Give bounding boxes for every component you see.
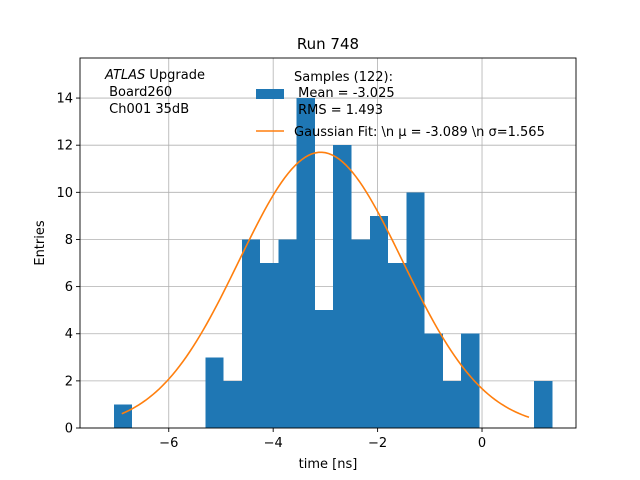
histogram-bar	[369, 215, 389, 428]
y-tick-label: 2	[65, 374, 73, 389]
annotation-board: Board260	[105, 85, 172, 100]
y-tick-label: 10	[56, 186, 73, 201]
y-tick-label: 14	[56, 92, 73, 107]
y-tick-label: 6	[65, 280, 73, 295]
histogram-bar	[241, 239, 261, 428]
histogram-bar	[388, 263, 407, 428]
legend-histogram-label: Samples (122):	[294, 70, 393, 85]
histogram-bar	[296, 98, 315, 429]
histogram-bar	[314, 310, 334, 428]
annotation-channel: Ch001 35dB	[105, 102, 189, 117]
y-tick-label: 8	[65, 233, 73, 248]
y-tick-label: 0	[65, 422, 73, 437]
histogram-bar	[534, 380, 553, 428]
x-tick-label: −4	[264, 436, 283, 451]
histogram-bar	[333, 145, 352, 428]
histogram-bar	[113, 404, 133, 428]
legend-fit-label: Gaussian Fit: \n μ = -3.089 \n σ=1.565	[294, 125, 545, 140]
histogram-bars	[113, 98, 553, 429]
x-tick-label: −6	[159, 436, 178, 451]
annotation-upgrade: Upgrade	[145, 68, 205, 83]
gaussian-fit-curve	[121, 151, 530, 419]
annotation-experiment: ATLAS	[104, 68, 145, 83]
legend-histogram-rms: RMS = 1.493	[294, 103, 383, 118]
histogram-bar	[260, 263, 279, 428]
histogram-bar	[278, 239, 297, 428]
legend-histogram-mean: Mean = -3.025	[294, 86, 395, 101]
x-axis-label: time [ns]	[299, 457, 358, 472]
y-tick-label: 4	[65, 327, 73, 342]
legend: Samples (122): Mean = -3.025 RMS = 1.493…	[256, 70, 545, 140]
x-tick-label: −2	[368, 436, 387, 451]
histogram-bar	[442, 380, 462, 428]
y-tick-label: 12	[56, 139, 73, 154]
axis-ticks: −6 −4 −2 0 0 2 4 6 8 10 12 14	[56, 92, 486, 451]
histogram-bar	[223, 380, 242, 428]
histogram-bar	[406, 192, 425, 428]
histogram-bar	[461, 333, 480, 428]
y-axis-label: Entries	[33, 220, 48, 266]
annotation-line-1: ATLAS Upgrade	[104, 68, 205, 83]
histogram-bar	[205, 357, 224, 428]
atlas-annotation: ATLAS Upgrade Board260 Ch001 35dB	[104, 68, 205, 117]
histogram-bar	[351, 239, 370, 428]
legend-histogram-swatch	[256, 89, 284, 99]
x-tick-label: 0	[478, 436, 486, 451]
chart-title: Run 748	[297, 35, 359, 53]
histogram-bar	[424, 333, 443, 428]
axes-frame	[79, 57, 577, 429]
